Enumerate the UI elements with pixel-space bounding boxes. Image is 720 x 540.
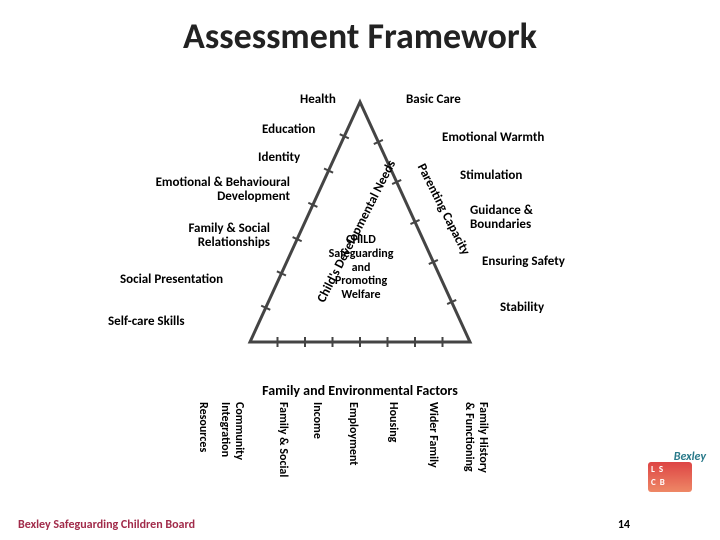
page-number: 14 <box>618 518 630 532</box>
logo: Bexley L S C B <box>648 462 706 506</box>
logo-line2: C B <box>651 477 666 488</box>
base-item-5: Housing <box>386 402 400 442</box>
right-item-3: Guidance & Boundaries <box>470 204 580 231</box>
right-item-1: Emotional Warmth <box>442 130 544 145</box>
right-item-4: Ensuring Safety <box>482 254 565 269</box>
left-item-2: Identity <box>258 150 300 165</box>
left-item-0: Health <box>300 92 336 107</box>
logo-brand: Bexley <box>674 450 706 464</box>
base-item-3: Income <box>310 402 324 439</box>
logo-line1: L S <box>651 464 664 475</box>
base-item-6: Wider Family <box>426 402 440 468</box>
base-item-4: Employment <box>346 402 360 465</box>
base-items: Resources Community Integration Family &… <box>0 396 720 486</box>
page-title: Assessment Framework <box>0 14 720 58</box>
base-item-7: Family History & Functioning <box>462 402 490 473</box>
base-item-2: Family & Social <box>276 402 290 477</box>
base-item-1: Community Integration <box>218 402 246 460</box>
left-item-3: Emotional & Behavioural Development <box>130 176 290 203</box>
base-item-0: Resources <box>196 402 210 452</box>
right-item-2: Stimulation <box>460 168 522 183</box>
center-line-1: Safeguarding <box>316 248 406 262</box>
left-item-1: Education <box>262 122 315 137</box>
right-item-0: Basic Care <box>406 92 461 107</box>
left-item-4: Family & Social Relationships <box>150 222 270 249</box>
left-item-5: Social Presentation <box>120 272 223 287</box>
base-section: Family and Environmental Factors Resourc… <box>0 388 720 488</box>
right-item-5: Stability <box>500 300 544 315</box>
triangle-diagram: CHILD Safeguarding and Promoting Welfare… <box>0 94 720 384</box>
footer-text: Bexley Safeguarding Children Board <box>18 518 195 532</box>
left-item-6: Self-care Skills <box>108 314 185 329</box>
